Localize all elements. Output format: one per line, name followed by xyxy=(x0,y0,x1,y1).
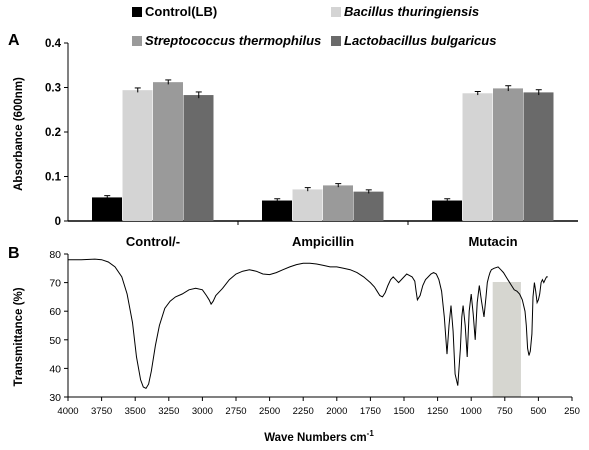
spectrum-y-tick-label: 40 xyxy=(49,363,61,375)
bar xyxy=(523,92,554,222)
bar-chart-bars xyxy=(92,79,554,222)
spectrum-x-tick-label: 1000 xyxy=(461,406,482,417)
bar xyxy=(262,200,292,221)
legend-entry-label: Bacillus thuringiensis xyxy=(344,4,479,19)
spectrum-x-tick-label: 3000 xyxy=(192,406,213,417)
legend-swatch xyxy=(132,7,142,17)
bar-chart-y-tick-label: 0 xyxy=(55,216,61,228)
legend-entry-label: Control(LB) xyxy=(145,4,217,19)
bar xyxy=(183,95,214,221)
spectrum-x-tick-label: 750 xyxy=(497,406,513,417)
spectrum-highlight-region xyxy=(492,282,521,397)
bar-chart-category-label: Control/- xyxy=(126,234,180,249)
bar-chart-y-tick-label: 0.1 xyxy=(45,172,62,184)
bar xyxy=(122,90,153,221)
spectrum-x-tick-label: 4000 xyxy=(57,406,78,417)
bar xyxy=(92,197,122,221)
bar xyxy=(432,200,462,221)
spectrum-chart-axes: 30 40 50 60 70 80 4000 3750 3500 3250 3000 2750 2500… xyxy=(49,249,580,417)
spectrum-y-tick-label: 60 xyxy=(49,306,61,318)
legend-swatch xyxy=(331,36,341,46)
bar-chart-panel: Control(LB) Bacillus thuringiensis Strepto… xyxy=(13,4,578,249)
bar xyxy=(292,189,323,221)
spectrum-x-tick-label: 3750 xyxy=(91,406,112,417)
bar-chart-y-axis-label: Absorbance (600nm) xyxy=(13,77,25,191)
bar-chart-y-tick-label: 0.3 xyxy=(45,83,61,95)
spectrum-chart-panel: 30 40 50 60 70 80 4000 3750 3500 3250 3000 2750 2500… xyxy=(13,249,580,444)
spectrum-x-tick-label: 1750 xyxy=(360,406,381,417)
legend-swatch xyxy=(331,7,341,17)
bar-chart-legend: Control(LB) Bacillus thuringiensis Strepto… xyxy=(132,4,496,48)
spectrum-x-tick-label: 1500 xyxy=(393,406,414,417)
spectrum-line xyxy=(68,258,548,390)
bar-chart-category-label: Ampicillin xyxy=(292,234,354,249)
bar xyxy=(493,88,523,221)
spectrum-y-tick-label: 50 xyxy=(49,335,61,347)
spectrum-y-tick-label: 70 xyxy=(49,278,61,290)
legend-entry-label: Lactobacillus bulgaricus xyxy=(344,33,496,48)
spectrum-x-tick-label: 2250 xyxy=(293,406,314,417)
spectrum-x-axis-label: Wave Numbers cm-1 xyxy=(264,429,374,444)
spectrum-x-tick-label: 500 xyxy=(530,406,546,417)
spectrum-line-layer xyxy=(68,258,548,390)
spectrum-x-tick-label: 1250 xyxy=(427,406,448,417)
spectrum-x-tick-label: 3250 xyxy=(158,406,179,417)
legend-entry-label: Streptococcus thermophilus xyxy=(145,33,321,48)
spectrum-x-tick-label: 3500 xyxy=(125,406,146,417)
bar xyxy=(153,82,183,221)
panel-a-label: A xyxy=(8,32,20,49)
bar-chart-y-tick-label: 0.2 xyxy=(45,127,61,139)
spectrum-y-tick-label: 80 xyxy=(49,249,61,261)
bar xyxy=(353,191,384,221)
bar xyxy=(462,93,493,221)
spectrum-y-axis-label: Transmittance (%) xyxy=(13,287,25,386)
spectrum-x-tick-label: 2750 xyxy=(225,406,246,417)
highlight-rect xyxy=(492,282,521,397)
spectrum-x-tick-label: 250 xyxy=(564,406,580,417)
bar-chart-y-tick-label: 0.4 xyxy=(45,38,62,50)
spectrum-y-tick-label: 30 xyxy=(49,392,61,404)
spectrum-x-tick-label: 2500 xyxy=(259,406,280,417)
spectrum-x-tick-label: 2000 xyxy=(326,406,347,417)
panel-b-label: B xyxy=(8,245,20,262)
legend-swatch xyxy=(132,36,142,46)
bar xyxy=(323,185,353,221)
bar-chart-category-label: Mutacin xyxy=(468,234,517,249)
